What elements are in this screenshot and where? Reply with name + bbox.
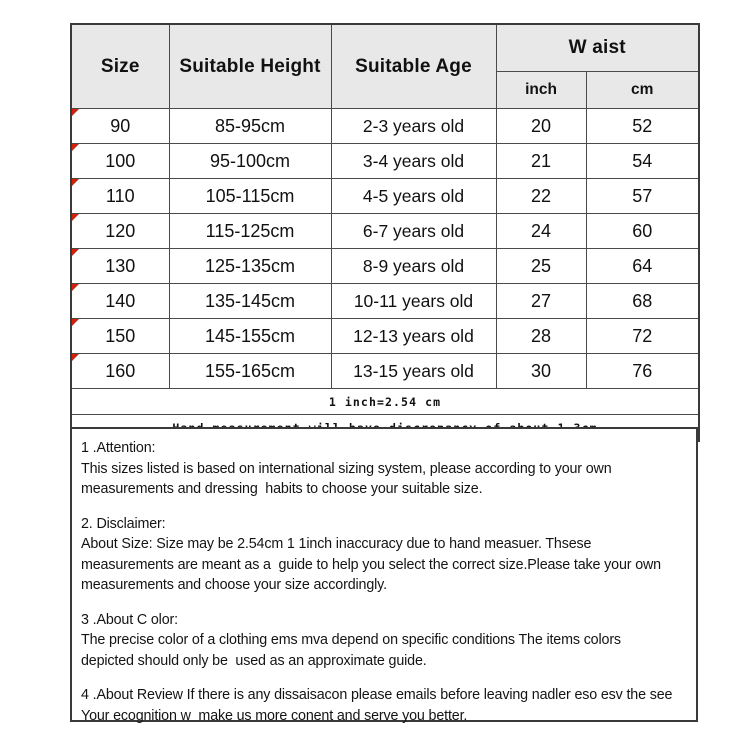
cell-age: 6-7 years old [330,213,497,249]
table-header: Size Suitable Height Suitable Age W aist… [70,23,700,109]
cell-height: 135-145cm [168,283,332,319]
cell-size-text: 150 [105,325,136,346]
table-row: 150 145-155cm 12-13 years old 28 72 [70,318,700,354]
row-marker-icon [72,319,79,326]
cell-waist-cm: 64 [585,248,700,284]
section-title: 3 .About C olor: [81,611,178,628]
column-header-waist-cm: cm [585,71,700,109]
description-section-attention: 1 .Attention: This sizes listed is based… [81,438,688,500]
cell-age: 2-3 years old [330,108,497,144]
cell-waist-cm: 54 [585,143,700,179]
cell-age: 13-15 years old [330,353,497,389]
cell-size: 90 [70,108,170,144]
section-line: About Size: Size may be 2.54cm 1 1inch i… [81,536,592,552]
cell-height: 115-125cm [168,213,332,249]
cell-waist-inch: 30 [495,353,587,389]
description-section-about-review: 4 .About Review If there is any dissaisa… [81,685,688,726]
row-marker-icon [72,284,79,291]
cell-height: 85-95cm [168,108,332,144]
description-box: 1 .Attention: This sizes listed is based… [70,427,698,724]
cell-size-text: 110 [105,185,135,206]
row-marker-icon [72,109,79,116]
cell-size: 150 [70,318,170,354]
cell-age: 10-11 years old [330,283,497,319]
cell-size-text: 120 [105,220,136,241]
row-marker-icon [72,144,79,151]
cell-waist-inch: 28 [495,318,587,354]
cell-height: 145-155cm [168,318,332,354]
size-chart-table-container: Size Suitable Height Suitable Age W aist… [70,23,700,442]
section-line: measurements are meant as a guide to hel… [81,556,661,573]
cell-height: 125-135cm [168,248,332,284]
cell-size-text: 100 [105,150,136,171]
cell-age: 4-5 years old [330,178,497,214]
column-header-suitable-height: Suitable Height [168,23,332,109]
cell-waist-inch: 21 [495,143,587,179]
table-row: 90 85-95cm 2-3 years old 20 52 [70,108,700,144]
cell-height: 155-165cm [168,353,332,389]
cell-size: 110 [70,178,170,214]
cell-waist-cm: 52 [585,108,700,144]
description-section-disclaimer: 2. Disclaimer: About Size: Size may be 2… [81,514,688,596]
table-row: 110 105-115cm 4-5 years old 22 57 [70,178,700,214]
row-marker-icon [72,179,79,186]
column-header-waist-inch: inch [495,71,587,109]
section-line: 4 .About Review If there is any dissaisa… [81,687,673,703]
cell-size: 100 [70,143,170,179]
cell-waist-cm: 68 [585,283,700,319]
cell-size: 160 [70,353,170,389]
column-header-suitable-age: Suitable Age [330,23,497,109]
cell-age: 12-13 years old [330,318,497,354]
header-row-primary: Size Suitable Height Suitable Age W aist [70,23,700,109]
cell-waist-inch: 20 [495,108,587,144]
note-inch-to-cm: 1 inch=2.54 cm [70,388,700,415]
cell-size-text: 90 [110,115,131,136]
cell-size-text: 140 [105,290,136,311]
cell-height: 105-115cm [168,178,332,214]
row-marker-icon [72,249,79,256]
cell-size-text: 130 [105,255,136,276]
note-row-conversion: 1 inch=2.54 cm [70,388,700,415]
table-body: 90 85-95cm 2-3 years old 20 52 100 95-10… [70,108,700,442]
cell-waist-cm: 60 [585,213,700,249]
column-header-waist: W aist [495,23,700,72]
table-row: 140 135-145cm 10-11 years old 27 68 [70,283,700,319]
cell-height: 95-100cm [168,143,332,179]
size-chart-table: Size Suitable Height Suitable Age W aist… [70,23,700,442]
cell-size: 140 [70,283,170,319]
cell-waist-cm: 72 [585,318,700,354]
cell-age: 8-9 years old [330,248,497,284]
cell-waist-inch: 27 [495,283,587,319]
cell-size: 130 [70,248,170,284]
cell-size-text: 160 [105,360,136,381]
table-row: 160 155-165cm 13-15 years old 30 76 [70,353,700,389]
column-header-size: Size [70,23,170,109]
table-row: 130 125-135cm 8-9 years old 25 64 [70,248,700,284]
row-marker-icon [72,354,79,361]
cell-waist-cm: 57 [585,178,700,214]
section-line: measurements and dressing habits to choo… [81,481,483,497]
section-line: This sizes listed is based on internatio… [81,460,612,477]
cell-age: 3-4 years old [330,143,497,179]
section-title: 2. Disclaimer: [81,515,166,532]
table-row: 120 115-125cm 6-7 years old 24 60 [70,213,700,249]
section-title: 1 .Attention: [81,440,156,456]
cell-waist-cm: 76 [585,353,700,389]
row-marker-icon [72,214,79,221]
section-line: Your ecognition w make us more conent an… [81,707,468,724]
section-line: depicted should only be used as an appro… [81,652,427,669]
cell-size: 120 [70,213,170,249]
description-section-about-color: 3 .About C olor: The precise color of a … [81,610,688,672]
cell-waist-inch: 25 [495,248,587,284]
cell-waist-inch: 24 [495,213,587,249]
section-line: The precise color of a clothing ems mva … [81,632,621,648]
header-row-secondary: inch cm [71,71,700,109]
cell-waist-inch: 22 [495,178,587,214]
table-row: 100 95-100cm 3-4 years old 21 54 [70,143,700,179]
section-line: measurements and choose your size accord… [81,577,387,593]
